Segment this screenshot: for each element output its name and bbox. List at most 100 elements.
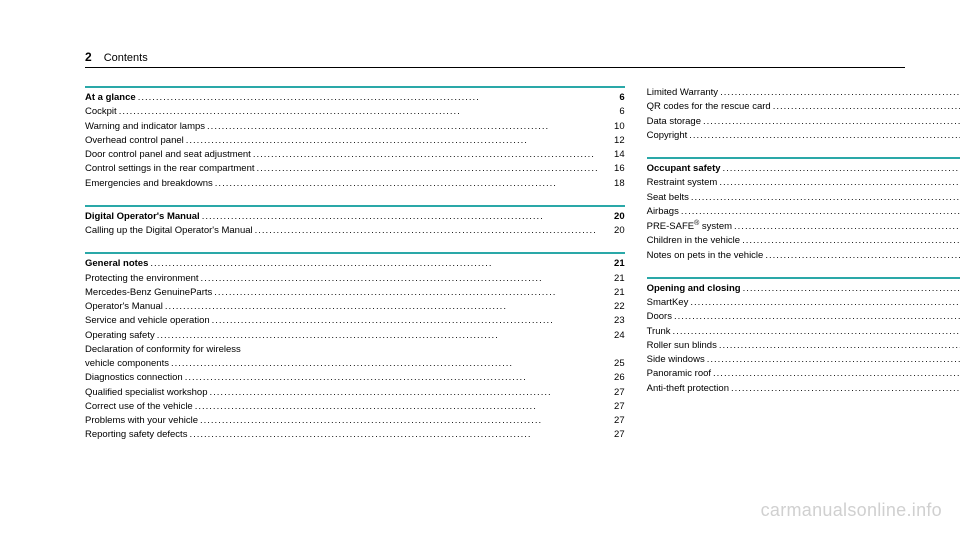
toc-entry: Restraint system33 (647, 176, 960, 190)
toc-entry: Door control panel and seat adjustment14 (85, 148, 625, 162)
toc-section: Occupant safety33Restraint system33Seat … (647, 157, 960, 263)
toc-entry: Data storage28 (647, 115, 960, 129)
header-title: Contents (104, 52, 148, 64)
toc-entry-page: 6 (601, 91, 625, 105)
toc-entry-label: Trunk (647, 325, 671, 339)
toc-entry-label: PRE-SAFE® system (647, 219, 732, 234)
toc-entry: SmartKey57 (647, 296, 960, 310)
toc-entry-label: Cockpit (85, 105, 117, 119)
toc-entry-page: 20 (601, 224, 625, 238)
toc-dots (198, 414, 601, 428)
toc-column: At a glance6Cockpit6Warning and indicato… (85, 86, 625, 457)
toc-dots (184, 134, 601, 148)
toc-entry-page: 21 (601, 286, 625, 300)
toc-entry: Operating safety24 (85, 329, 625, 343)
toc-entry: Warning and indicator lamps10 (85, 120, 625, 134)
toc-entry-label: Emergencies and breakdowns (85, 177, 213, 191)
toc-entry-label: Airbags (647, 205, 679, 219)
toc-entry-label: Qualified specialist workshop (85, 386, 208, 400)
toc-entry: Limited Warranty28 (647, 86, 960, 100)
toc-dots (199, 272, 601, 286)
toc-entry: Roller sun blinds71 (647, 339, 960, 353)
toc-dots (213, 177, 601, 191)
toc-entry-label: SmartKey (647, 296, 689, 310)
toc-entry-label: Notes on pets in the vehicle (647, 249, 764, 263)
toc-dots (200, 210, 601, 224)
toc-entry-label: Problems with your vehicle (85, 414, 198, 428)
toc-entry-label: At a glance (85, 91, 136, 105)
toc-entry-label: Overhead control panel (85, 134, 184, 148)
toc-entry: Seat belts35 (647, 191, 960, 205)
toc-entry: vehicle components25 (85, 357, 625, 371)
toc-section: At a glance6Cockpit6Warning and indicato… (85, 86, 625, 191)
toc-dots (689, 191, 960, 205)
toc-dots (687, 129, 960, 143)
toc-entry-page: 26 (601, 371, 625, 385)
toc-entry-label: Control settings in the rear compartment (85, 162, 255, 176)
toc-dots (212, 286, 600, 300)
toc-entry-page: 21 (601, 257, 625, 271)
section-divider (647, 277, 960, 279)
toc-entry-label: Roller sun blinds (647, 339, 717, 353)
toc-entry: At a glance 6 (85, 91, 625, 105)
toc-dots (210, 314, 601, 328)
toc-entry-page: 27 (601, 386, 625, 400)
toc-entry: Qualified specialist workshop 27 (85, 386, 625, 400)
toc-entry-label: Protecting the environment (85, 272, 199, 286)
toc-entry-label: Anti-theft protection (647, 382, 729, 396)
toc-dots (732, 220, 960, 234)
toc-entry: Opening and closing57 (647, 282, 960, 296)
toc-entry-label: Warning and indicator lamps (85, 120, 205, 134)
toc-entry-page: 18 (601, 177, 625, 191)
toc-entry: Notes on pets in the vehicle56 (647, 249, 960, 263)
toc-entry-label: Diagnostics connection (85, 371, 183, 385)
toc-dots (721, 162, 960, 176)
toc-dots (705, 353, 960, 367)
toc-entry: Protecting the environment21 (85, 272, 625, 286)
toc-dots (251, 148, 601, 162)
toc-entry: Children in the vehicle49 (647, 234, 960, 248)
toc-entry-label: Operator's Manual (85, 300, 163, 314)
toc-entry: Problems with your vehicle27 (85, 414, 625, 428)
toc-entry: Diagnostics connection 26 (85, 371, 625, 385)
toc-entry-label: Correct use of the vehicle (85, 400, 193, 414)
toc-entry-label: QR codes for the rescue card (647, 100, 771, 114)
toc-dots (711, 367, 960, 381)
toc-entry: Side windows72 (647, 353, 960, 367)
watermark: carmanualsonline.info (761, 500, 942, 521)
toc-entry: General notes 21 (85, 257, 625, 271)
toc-entry-label: General notes (85, 257, 148, 271)
toc-dots (718, 86, 960, 100)
toc-entry-page: 23 (601, 314, 625, 328)
toc-entry-label: Occupant safety (647, 162, 721, 176)
toc-entry: QR codes for the rescue card28 (647, 100, 960, 114)
toc-entry-label: Doors (647, 310, 672, 324)
toc-entry: Trunk65 (647, 325, 960, 339)
toc-entry: Correct use of the vehicle27 (85, 400, 625, 414)
page-container: 2 Contents At a glance6Cockpit6Warning a… (0, 0, 960, 477)
toc-entry: Reporting safety defects27 (85, 428, 625, 442)
toc-entry-page: 6 (601, 105, 625, 119)
toc-dots (205, 120, 601, 134)
toc-entry-label: Copyright (647, 129, 688, 143)
section-divider (85, 86, 625, 88)
section-divider (647, 157, 960, 159)
toc-entry: Panoramic roof76 (647, 367, 960, 381)
toc-entry-label: Limited Warranty (647, 86, 718, 100)
toc-dots (717, 339, 960, 353)
toc-dots (740, 234, 960, 248)
toc-dots (253, 224, 601, 238)
toc-entry-page: 25 (601, 357, 625, 371)
toc-entry: Digital Operator's Manual20 (85, 210, 625, 224)
toc-entry-label: Service and vehicle operation (85, 314, 210, 328)
toc-entry-label: Declaration of conformity for wireless (85, 344, 241, 355)
toc-dots (187, 428, 600, 442)
toc-dots (741, 282, 960, 296)
toc-entry: Airbags40 (647, 205, 960, 219)
toc-entry-page: 14 (601, 148, 625, 162)
toc-entry: Calling up the Digital Operator's Manual… (85, 224, 625, 238)
toc-dots (763, 249, 960, 263)
toc-entry-wrap: Declaration of conformity for wireless (85, 343, 625, 357)
toc-entry-page: 27 (601, 428, 625, 442)
toc-entry-label: Children in the vehicle (647, 234, 740, 248)
